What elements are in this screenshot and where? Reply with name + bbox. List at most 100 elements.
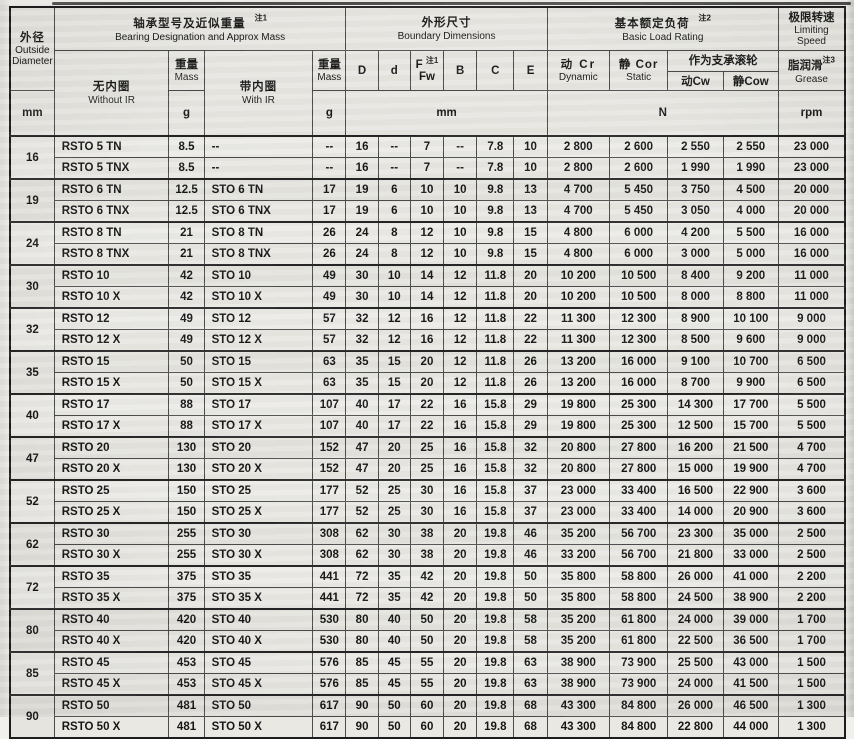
- designation-without-ir: RSTO 15: [53, 350, 170, 373]
- mass-with-ir: 177: [312, 501, 347, 524]
- dim-C: 15.8: [476, 458, 515, 481]
- table-row: 16 RSTO 5 TN 8.5 -- -- 16 -- 7 -- 7.8 10 2 800 2 600…: [9, 135, 846, 180]
- load-cow: 41 000: [722, 565, 779, 588]
- load-cor-static: 12 300: [608, 307, 669, 330]
- header-static-en: Static: [626, 72, 652, 84]
- load-cor-static: 56 700: [608, 544, 669, 567]
- bearing-table: 外径 Outside Diameter 轴承型号及近似重量 注1 Bearing…: [9, 6, 846, 739]
- dim-d: 35: [377, 587, 411, 610]
- dim-D: 32: [345, 307, 379, 330]
- load-cw: 23 300: [667, 522, 724, 545]
- dim-E: 63: [513, 651, 548, 674]
- dim-E: 20: [513, 264, 548, 287]
- load-cor-static: 84 800: [608, 716, 669, 739]
- dim-d: 6: [377, 178, 411, 201]
- load-cw: 22 500: [667, 630, 724, 653]
- load-cw: 8 400: [667, 264, 724, 287]
- designation-with-ir: STO 6 TNX: [203, 200, 314, 223]
- dim-C: 11.8: [476, 329, 515, 352]
- outside-diameter-cell: 72: [9, 565, 55, 610]
- table-row: RSTO 6 TNX 12.5 STO 6 TNX 17 19 6 10 10 9.8 13 4 7…: [10, 200, 846, 223]
- dim-D: 62: [345, 522, 379, 545]
- load-cow: 21 500: [722, 436, 779, 459]
- designation-without-ir: RSTO 25 X: [53, 501, 170, 524]
- mass-without-ir: 21: [168, 221, 205, 244]
- dim-C: 19.8: [476, 673, 515, 696]
- dim-D: 32: [345, 329, 379, 352]
- table-row: 85 RSTO 45 453 STO 45 576 85 45 55 20 19.8 63 38 90…: [9, 651, 846, 696]
- load-cor-static: 73 900: [608, 651, 669, 674]
- unit-speed-rpm: rpm: [777, 90, 846, 137]
- load-cw: 8 900: [667, 307, 724, 330]
- dim-C: 11.8: [476, 286, 515, 309]
- mass-without-ir: 88: [168, 415, 205, 438]
- load-cow: 2 550: [722, 135, 779, 158]
- load-cow: 9 600: [722, 329, 779, 352]
- dim-F: 7: [409, 135, 445, 158]
- header-dim-d: d: [377, 50, 411, 91]
- load-cr-dynamic: 35 200: [546, 608, 611, 631]
- designation-without-ir: RSTO 25: [53, 479, 170, 502]
- designation-with-ir: STO 35 X: [203, 587, 314, 610]
- header-outside-diameter: 外径 Outside Diameter: [9, 6, 55, 91]
- designation-without-ir: RSTO 40: [53, 608, 170, 631]
- limiting-speed-grease: 5 500: [777, 393, 846, 416]
- mass-with-ir: 576: [312, 651, 347, 674]
- designation-with-ir: STO 30: [203, 522, 314, 545]
- dim-C: 19.8: [476, 716, 515, 739]
- dim-E: 37: [513, 479, 548, 502]
- designation-with-ir: STO 20 X: [203, 458, 314, 481]
- note1-marker: 注1: [254, 14, 268, 24]
- designation-without-ir: RSTO 12 X: [53, 329, 170, 352]
- load-cor-static: 5 450: [608, 200, 669, 223]
- designation-without-ir: RSTO 12: [53, 307, 170, 330]
- header-outside-diameter-en2: Diameter: [12, 56, 53, 68]
- mass-without-ir: 50: [168, 372, 205, 395]
- dim-d: 40: [377, 608, 411, 631]
- load-cw: 25 500: [667, 651, 724, 674]
- dim-E: 10: [513, 157, 548, 180]
- mass-without-ir: 420: [168, 608, 205, 631]
- unit-mass1-g: g: [168, 90, 205, 137]
- designation-with-ir: STO 8 TNX: [203, 243, 314, 266]
- designation-without-ir: RSTO 45 X: [53, 673, 170, 696]
- mass-with-ir: 308: [312, 544, 347, 567]
- load-cr-dynamic: 4 800: [546, 221, 611, 244]
- limiting-speed-grease: 2 500: [777, 544, 846, 567]
- dim-d: 15: [377, 372, 411, 395]
- load-cow: 38 900: [722, 587, 779, 610]
- load-cow: 39 000: [722, 608, 779, 631]
- dim-C: 7.8: [476, 157, 515, 180]
- designation-without-ir: RSTO 17 X: [53, 415, 170, 438]
- dim-D: 72: [345, 565, 379, 588]
- dim-d: --: [377, 157, 411, 180]
- designation-with-ir: STO 15 X: [203, 372, 314, 395]
- dim-C: 15.8: [476, 436, 515, 459]
- dim-F: 25: [409, 436, 445, 459]
- dim-B: 16: [443, 501, 478, 524]
- outside-diameter-cell: 35: [9, 350, 55, 395]
- load-cor-static: 2 600: [608, 157, 669, 180]
- dim-E: 68: [513, 716, 548, 739]
- designation-without-ir: RSTO 6 TNX: [53, 200, 170, 223]
- load-cow: 46 500: [722, 694, 779, 717]
- dim-F: 55: [409, 651, 445, 674]
- table-row: 72 RSTO 35 375 STO 35 441 72 35 42 20 19.8 50 35 80…: [9, 565, 846, 610]
- dim-d: 10: [377, 264, 411, 287]
- table-body: 16 RSTO 5 TN 8.5 -- -- 16 -- 7 -- 7.8 10 2 800 2 600…: [9, 135, 846, 739]
- dim-C: 9.8: [476, 243, 515, 266]
- dim-F: 10: [409, 200, 445, 223]
- dim-E: 50: [513, 587, 548, 610]
- dim-d: 15: [377, 350, 411, 373]
- mass-without-ir: 8.5: [168, 157, 205, 180]
- dim-F: 22: [409, 393, 445, 416]
- designation-without-ir: RSTO 50 X: [53, 716, 170, 739]
- dim-B: 20: [443, 522, 478, 545]
- dim-F: 55: [409, 673, 445, 696]
- mass-without-ir: 130: [168, 458, 205, 481]
- dim-F: 20: [409, 372, 445, 395]
- designation-without-ir: RSTO 30 X: [53, 544, 170, 567]
- dim-d: 35: [377, 565, 411, 588]
- mass-without-ir: 375: [168, 565, 205, 588]
- load-cw: 26 000: [667, 694, 724, 717]
